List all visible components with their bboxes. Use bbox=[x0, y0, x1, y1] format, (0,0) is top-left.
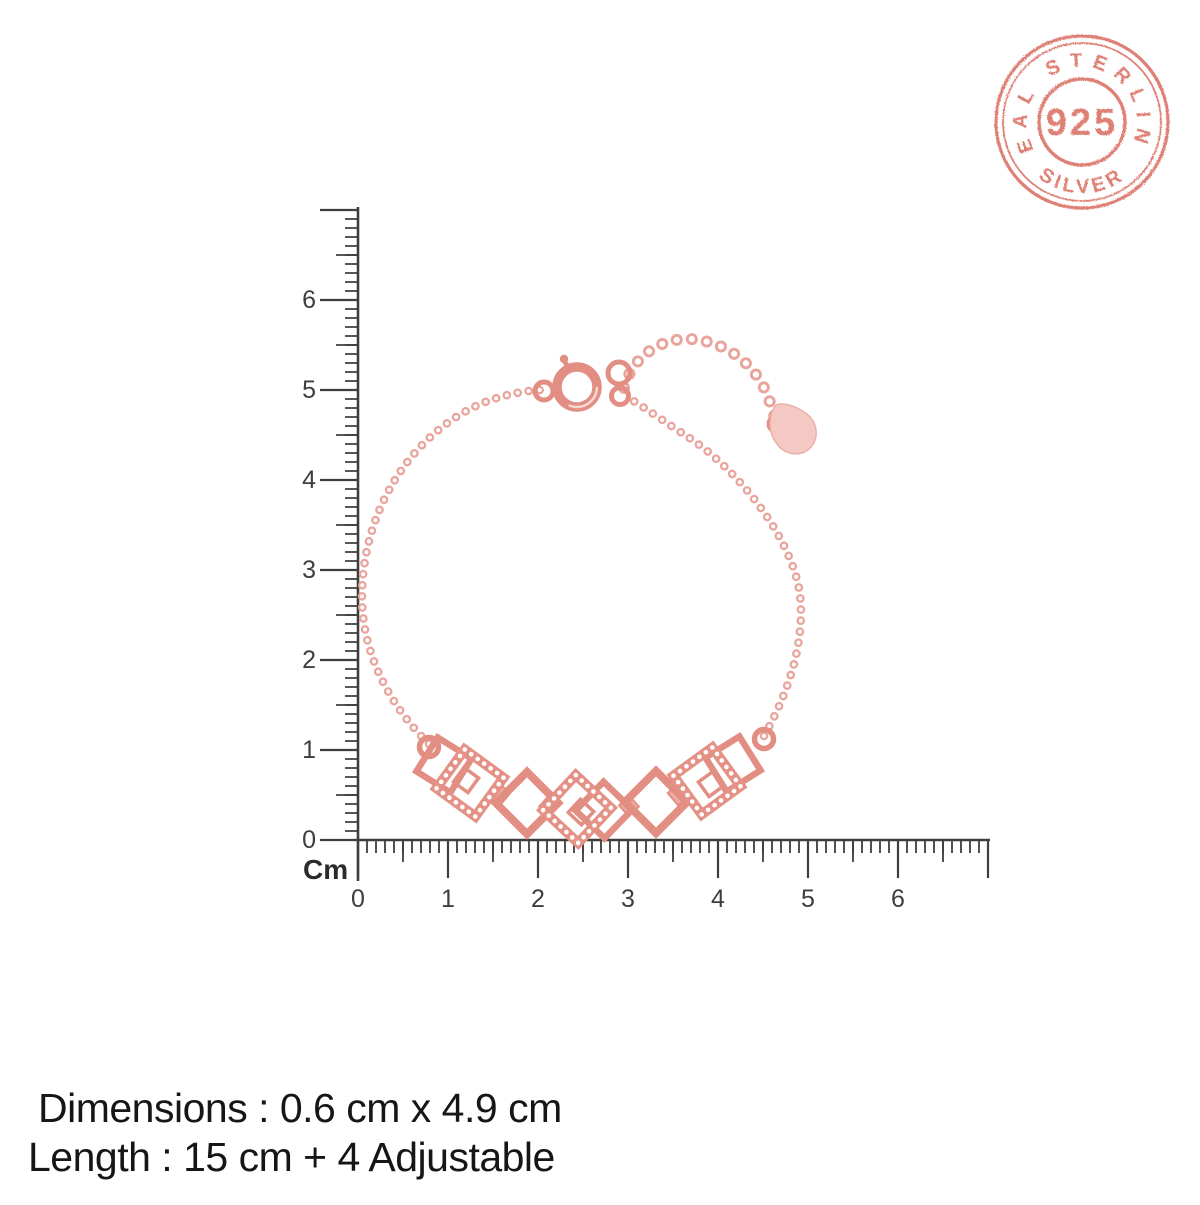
ruler-number: 0 bbox=[351, 885, 365, 913]
stamp-second-circle bbox=[1002, 42, 1162, 202]
bracelet-chain-right bbox=[627, 395, 806, 741]
crystal-cluster-right bbox=[666, 731, 766, 822]
spring-clasp-icon bbox=[532, 354, 633, 412]
bracelet-chain-left bbox=[357, 385, 545, 749]
teardrop-tag-icon bbox=[766, 403, 817, 455]
jump-ring bbox=[751, 726, 777, 752]
length-text: Length : 15 cm + 4 Adjustable bbox=[28, 1134, 555, 1180]
stamp-outer-circle bbox=[994, 34, 1170, 210]
open-diamond-link bbox=[619, 765, 693, 839]
crystal-cluster-center bbox=[536, 768, 637, 850]
crystal-centerpiece bbox=[411, 726, 777, 850]
jump-ring bbox=[605, 359, 633, 387]
ruler-number: 4 bbox=[302, 466, 316, 494]
stamp-inner-circle bbox=[1037, 77, 1127, 167]
crystal-cluster-left bbox=[411, 732, 511, 824]
silver-925-stamp-icon: REAL STERLING SILVER 925 bbox=[0, 0, 1170, 210]
ruler-number: 6 bbox=[891, 885, 905, 913]
vertical-ruler: 0 1 2 3 4 5 6 Cm bbox=[302, 205, 360, 885]
dimensions-text: Dimensions : 0.6 cm x 4.9 cm bbox=[38, 1085, 562, 1131]
ruler-number: 4 bbox=[711, 885, 725, 913]
ruler-number: 2 bbox=[531, 885, 545, 913]
extension-chain bbox=[618, 333, 782, 429]
ruler-unit-label: Cm bbox=[303, 854, 348, 885]
ruler-number: 3 bbox=[302, 556, 316, 584]
stamp-arc-top-text: REAL STERLING bbox=[0, 0, 1154, 156]
ruler-number: 2 bbox=[302, 646, 316, 674]
ruler-number: 1 bbox=[441, 885, 455, 913]
bracelet-photo bbox=[357, 333, 817, 850]
ruler-number: 3 bbox=[621, 885, 635, 913]
horizontal-ruler: 0 1 2 3 4 5 6 bbox=[351, 838, 992, 913]
ruler-number: 0 bbox=[302, 826, 316, 854]
ruler-number: 6 bbox=[302, 286, 316, 314]
jump-ring bbox=[609, 385, 631, 407]
measurement-ruler: 0 1 2 3 4 5 6 Cm 0 1 2 3 4 5 6 bbox=[302, 205, 992, 913]
ruler-number: 1 bbox=[302, 736, 316, 764]
open-diamond-link bbox=[490, 766, 564, 840]
stamp-925-text: 925 bbox=[1046, 102, 1118, 144]
product-caption: Dimensions : 0.6 cm x 4.9 cm Length : 15… bbox=[0, 1084, 1200, 1182]
ruler-number: 5 bbox=[801, 885, 815, 913]
jump-ring bbox=[532, 379, 556, 403]
ruler-number: 5 bbox=[302, 376, 316, 404]
